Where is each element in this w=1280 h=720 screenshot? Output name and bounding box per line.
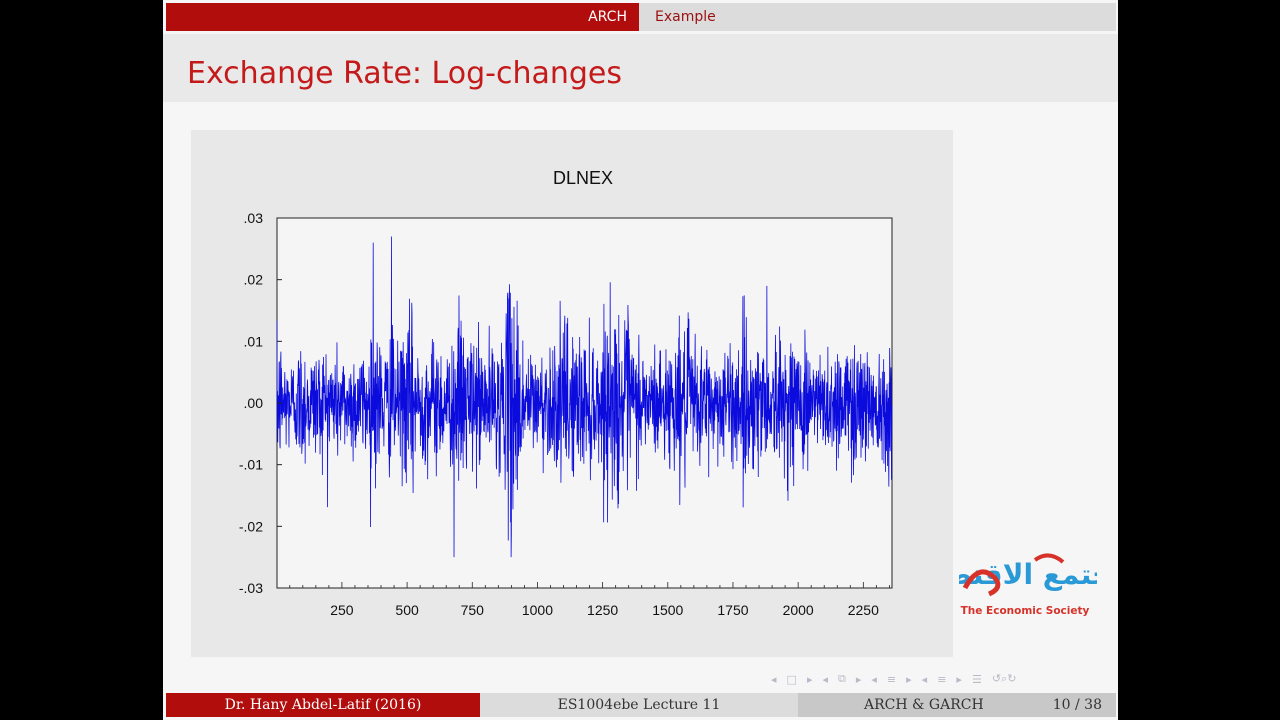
nav-frame-prev-icon[interactable]: ◂ [771, 672, 777, 686]
nav-doc-icon[interactable]: ≡ [937, 672, 947, 686]
y-tick-label: .01 [244, 333, 264, 349]
frame-title: Exchange Rate: Log-changes [187, 56, 622, 91]
chart-panel: DLNEX .03 .02 .01 .00 -.01 -.02 -.03 250 500 750… [191, 130, 953, 657]
series-line-dlnex [276, 236, 893, 558]
footer-right: ARCH & GARCH 10 / 38 [798, 693, 1116, 717]
nav-section-next-icon[interactable]: ▸ [906, 672, 912, 686]
subsection-nav[interactable]: Example [639, 3, 1116, 31]
footer-short-title: ARCH & GARCH [864, 697, 984, 713]
x-axis: 250 500 750 1000 1250 1500 1750 2000 2250 [289, 582, 890, 618]
x-tick-label: 1500 [652, 602, 683, 618]
chart: DLNEX .03 .02 .01 .00 -.01 -.02 -.03 250 500 750… [239, 168, 893, 618]
y-tick-label: -.02 [239, 518, 263, 534]
footer-page-number: 10 / 38 [1052, 697, 1102, 713]
logo-accent-stroke-2 [1033, 553, 1065, 564]
y-tick-label: -.01 [239, 457, 263, 473]
series-line-group [276, 236, 893, 558]
logo-arabic-text: مجتمع الاقتصاد [959, 558, 1097, 591]
x-tick-label: 250 [330, 602, 354, 618]
footer-author: Dr. Hany Abdel-Latif (2016) [166, 693, 480, 717]
y-tick-label: .00 [244, 395, 264, 411]
nav-doc-prev-icon[interactable]: ◂ [921, 672, 928, 686]
beamer-navigation: ◂ □ ▸ ◂ ⧉ ▸ ◂ ≡ ▸ ◂ ≡ ▸ ☰ ↺⌕↻ [771, 670, 1111, 688]
y-axis: .03 .02 .01 .00 -.01 -.02 -.03 [239, 210, 282, 596]
x-tick-label: 2000 [783, 602, 814, 618]
section-label[interactable]: ARCH [588, 9, 627, 25]
nav-subsection-prev-icon[interactable]: ◂ [822, 672, 828, 686]
nav-frame-next-icon[interactable]: ▸ [806, 672, 813, 686]
slide: ARCH Example Exchange Rate: Log-changes … [163, 0, 1118, 720]
nav-doc-next-icon[interactable]: ▸ [956, 672, 962, 686]
section-nav[interactable]: ARCH [166, 3, 639, 31]
logo-accent-stroke [962, 569, 1001, 597]
x-tick-label: 1250 [587, 602, 618, 618]
x-tick-label: 750 [461, 602, 485, 618]
nav-frame-icon[interactable]: □ [786, 672, 797, 686]
x-tick-label: 500 [395, 602, 419, 618]
nav-toc-icon[interactable]: ☰ [971, 672, 982, 686]
frame-title-band [163, 34, 1118, 102]
nav-section-icon[interactable]: ≡ [886, 672, 897, 686]
y-tick-label: -.03 [239, 580, 263, 596]
nav-subsection-icon[interactable]: ⧉ [838, 672, 846, 685]
y-tick-label: .03 [244, 210, 264, 226]
chart-title: DLNEX [553, 168, 613, 188]
nav-section-prev-icon[interactable]: ◂ [871, 672, 877, 686]
x-tick-label: 1000 [522, 602, 553, 618]
nav-search-icon[interactable]: ↺⌕↻ [991, 672, 1017, 685]
y-tick-label: .02 [244, 272, 264, 288]
x-tick-label: 2250 [848, 602, 879, 618]
nav-subsection-next-icon[interactable]: ▸ [855, 672, 862, 686]
x-tick-label: 1750 [717, 602, 748, 618]
economic-society-logo: مجتمع الاقتصاد The Economic Society [959, 553, 1097, 617]
headline-bar: ARCH Example [166, 3, 1116, 31]
footline-bar: Dr. Hany Abdel-Latif (2016) ES1004ebe Le… [166, 693, 1116, 717]
footer-course: ES1004ebe Lecture 11 [480, 693, 798, 717]
logo-english-text: The Economic Society [961, 605, 1090, 617]
subsection-label[interactable]: Example [655, 9, 716, 25]
